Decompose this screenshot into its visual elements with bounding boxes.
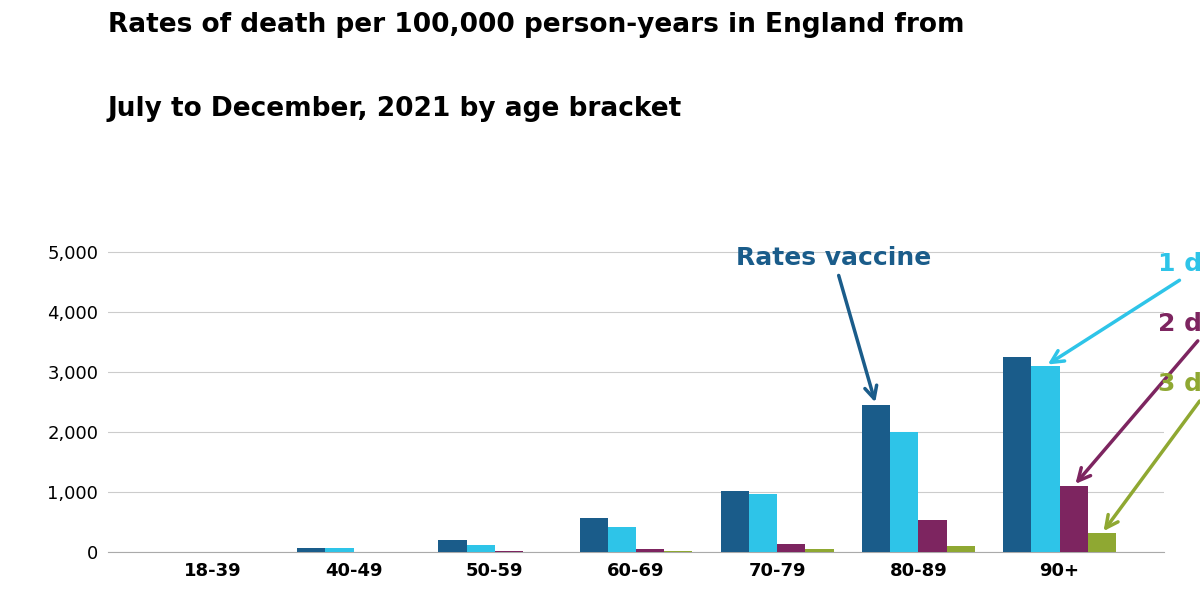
Text: July to December, 2021 by age bracket: July to December, 2021 by age bracket: [108, 96, 683, 122]
Bar: [1003, 357, 1031, 552]
Bar: [438, 540, 467, 552]
Bar: [636, 550, 665, 552]
Bar: [805, 548, 834, 552]
Bar: [467, 545, 494, 552]
Bar: [298, 547, 325, 552]
Bar: [1031, 366, 1060, 552]
Text: 2 doses: 2 doses: [1078, 312, 1200, 481]
Bar: [721, 491, 749, 552]
Bar: [862, 405, 890, 552]
Bar: [665, 551, 692, 552]
Bar: [325, 548, 354, 552]
Bar: [1087, 533, 1116, 552]
Text: 1 dose: 1 dose: [1051, 252, 1200, 362]
Bar: [749, 494, 778, 552]
Bar: [890, 432, 918, 552]
Bar: [918, 520, 947, 552]
Bar: [494, 551, 523, 552]
Bar: [1060, 486, 1087, 552]
Text: Rates of death per 100,000 person-years in England from: Rates of death per 100,000 person-years …: [108, 12, 965, 38]
Text: 3 doses: 3 doses: [1106, 372, 1200, 528]
Bar: [778, 544, 805, 552]
Text: Rates vaccine: Rates vaccine: [736, 246, 931, 398]
Bar: [947, 546, 974, 552]
Bar: [607, 527, 636, 552]
Bar: [580, 518, 607, 552]
